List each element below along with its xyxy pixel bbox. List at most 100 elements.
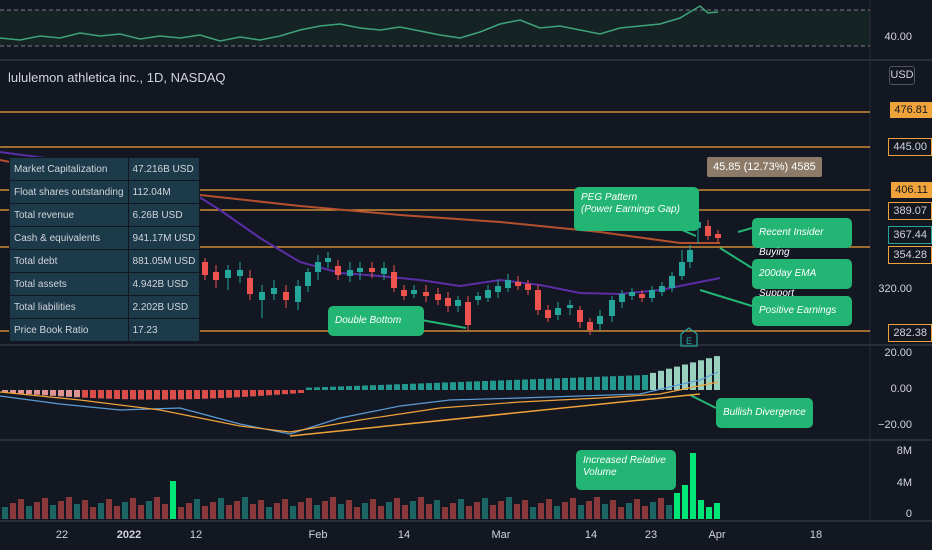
candle-body (435, 294, 441, 300)
volume-bar (250, 504, 256, 519)
relative-volume-note[interactable]: Increased Relative Volume (576, 450, 676, 490)
volume-bar (290, 506, 296, 519)
macd-histogram-bar (666, 368, 672, 390)
earnings-marker-label: E (686, 336, 692, 346)
candle-body (381, 268, 387, 274)
bullish-divergence-note[interactable]: Bullish Divergence (716, 398, 813, 428)
macd-histogram-bar (298, 390, 304, 393)
macd-histogram-bar (258, 390, 264, 396)
macd-histogram-bar (570, 377, 576, 390)
macd-histogram-bar (234, 390, 240, 398)
candle-body (679, 262, 685, 276)
peg-line-2: (Power Earnings Gap) (581, 204, 680, 215)
volume-bar (450, 503, 456, 519)
candle-body (659, 286, 665, 292)
macd-histogram-bar (322, 387, 328, 390)
macd-histogram-bar (226, 390, 232, 398)
macd-histogram-bar (690, 362, 696, 390)
volume-bar (298, 502, 304, 519)
macd-histogram-bar (178, 390, 184, 400)
volume-bar (690, 453, 696, 519)
macd-histogram-bar (162, 390, 168, 400)
volume-bar (466, 506, 472, 519)
volume-bar (658, 498, 664, 519)
volume-bar (82, 500, 88, 519)
symbol-title: lululemon athletica inc., 1D, NASDAQ (8, 70, 226, 85)
candle-body (639, 294, 645, 298)
macd-histogram-bar (82, 390, 88, 398)
volume-bar (242, 497, 248, 519)
macd-histogram-bar (58, 390, 64, 397)
volume-bar (402, 505, 408, 519)
macd-histogram-bar (434, 382, 440, 390)
price-level-476: 476.81 (890, 102, 932, 118)
candle-body (391, 272, 397, 288)
macd-histogram-bar (330, 386, 336, 390)
insider-buying-note[interactable]: Recent Insider Buying (752, 218, 852, 258)
candle-body (525, 284, 531, 290)
measure-tooltip: 45.85 (12.73%) 4585 (707, 157, 822, 177)
earnings-marker-icon (680, 327, 698, 347)
macd-histogram-bar (410, 383, 416, 390)
volume-bar (50, 505, 56, 519)
fundamentals-table: Market Capitalization 47.216B USD Float sh… (9, 157, 201, 342)
callout-connector (737, 227, 753, 233)
volume-line-2: Volume (583, 467, 617, 478)
ema-support-note[interactable]: 200day EMA Support (752, 259, 852, 299)
macd-histogram-bar (490, 380, 496, 390)
x-label-12: 12 (189, 529, 203, 541)
macd-histogram-bar (50, 390, 56, 396)
macd-histogram-bar (186, 390, 192, 400)
candle-body (705, 226, 711, 236)
volume-axis-8m: 8M (896, 445, 912, 457)
candle-body (259, 292, 265, 300)
callout-connector (699, 289, 753, 307)
price-level-389: 389.07 (888, 202, 932, 220)
volume-bar (282, 499, 288, 519)
fundamentals-row: Total assets 4.942B USD (9, 272, 201, 296)
macd-histogram-bar (610, 376, 616, 390)
candle-body (609, 300, 615, 316)
macd-histogram-bar (250, 390, 256, 397)
current-price-label: 367.44 (888, 226, 932, 244)
volume-bar (10, 503, 16, 519)
macd-histogram-bar (698, 360, 704, 390)
macd-histogram-bar (362, 385, 368, 390)
volume-bar (666, 505, 672, 519)
volume-bar (682, 485, 688, 519)
volume-bar (578, 505, 584, 519)
fundamental-label: Cash & equivalents (9, 226, 129, 250)
macd-histogram-bar (218, 390, 224, 399)
macd-histogram-bar (426, 383, 432, 390)
macd-histogram-bar (498, 380, 504, 390)
rsi-line (0, 5, 719, 42)
fundamental-value: 112.04M (127, 180, 201, 204)
fundamental-label: Float shares outstanding (9, 180, 129, 204)
volume-bar (698, 500, 704, 519)
macd-histogram-bar (138, 390, 144, 400)
fundamental-value: 17.23 (127, 318, 201, 342)
double-bottom-note[interactable]: Double Bottom (328, 306, 424, 336)
volume-bar (362, 503, 368, 519)
positive-earnings-note[interactable]: Positive Earnings (752, 296, 852, 326)
macd-histogram-bar (266, 390, 272, 396)
macd-axis-zero: 0.00 (890, 383, 912, 395)
macd-histogram-bar (594, 376, 600, 390)
fundamentals-row: Total debt 881.05M USD (9, 249, 201, 273)
volume-bar (274, 503, 280, 519)
fundamentals-row: Total revenue 6.26B USD (9, 203, 201, 227)
volume-bar (602, 504, 608, 519)
volume-bar (354, 507, 360, 519)
peg-pattern-note[interactable]: PEG Pattern (Power Earnings Gap) (574, 187, 699, 231)
macd-histogram-bar (282, 390, 288, 395)
currency-button[interactable]: USD (889, 66, 915, 85)
fundamental-label: Price Book Ratio (9, 318, 129, 342)
candle-body (369, 268, 375, 272)
candle-body (495, 286, 501, 292)
volume-bar (642, 506, 648, 519)
macd-histogram-bar (394, 384, 400, 390)
candle-body (271, 288, 277, 294)
volume-bar (138, 505, 144, 519)
macd-histogram-bar (602, 376, 608, 390)
volume-bar (530, 507, 536, 519)
